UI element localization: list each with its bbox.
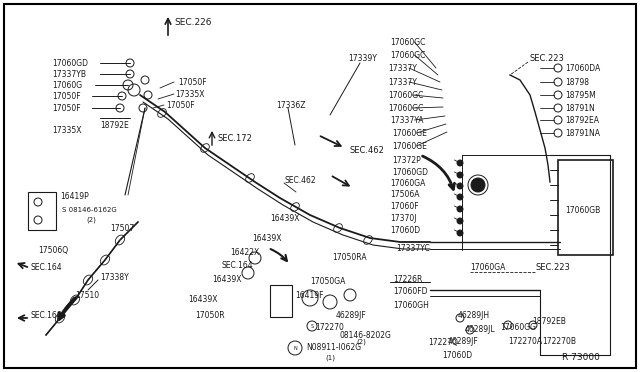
Text: 18795M: 18795M <box>565 90 596 99</box>
Text: 17335X: 17335X <box>52 125 81 135</box>
Text: SEC.164: SEC.164 <box>30 311 61 320</box>
Text: 17506Q: 17506Q <box>38 246 68 254</box>
Text: 17060FD: 17060FD <box>393 288 428 296</box>
Circle shape <box>471 178 485 192</box>
Text: 16422X: 16422X <box>230 247 259 257</box>
Text: 17050GA: 17050GA <box>310 278 346 286</box>
Text: 17060GA: 17060GA <box>470 263 506 273</box>
Bar <box>28 192 56 230</box>
Text: 18798: 18798 <box>565 77 589 87</box>
Text: 16439X: 16439X <box>252 234 282 243</box>
Text: N08911-I062G: N08911-I062G <box>306 343 361 353</box>
Text: 17060GG: 17060GG <box>500 324 536 333</box>
Text: 17050F: 17050F <box>178 77 207 87</box>
Text: 17050RA: 17050RA <box>332 253 367 263</box>
Text: 17338Y: 17338Y <box>100 273 129 282</box>
Text: 17060GE: 17060GE <box>392 128 427 138</box>
Text: 17060GD: 17060GD <box>52 58 88 67</box>
Text: SEC.462: SEC.462 <box>350 145 385 154</box>
Text: 16439X: 16439X <box>212 276 241 285</box>
Text: 17060GD: 17060GD <box>392 167 428 176</box>
Circle shape <box>457 194 463 200</box>
Text: N: N <box>293 346 297 350</box>
Text: 17227Q: 17227Q <box>428 337 458 346</box>
Text: 17060GC: 17060GC <box>388 103 424 112</box>
Text: 17060GB: 17060GB <box>565 205 600 215</box>
Text: 17337YA: 17337YA <box>390 115 424 125</box>
Text: 17060GC: 17060GC <box>388 90 424 99</box>
Text: SEC.164: SEC.164 <box>222 260 253 269</box>
Text: 17337Y: 17337Y <box>388 77 417 87</box>
Text: 17370J: 17370J <box>390 214 417 222</box>
Text: 17050F: 17050F <box>166 100 195 109</box>
Text: (1): (1) <box>325 355 335 361</box>
Text: 16419P: 16419P <box>60 192 89 201</box>
Text: 18792EA: 18792EA <box>565 115 599 125</box>
Text: 17060GH: 17060GH <box>393 301 429 310</box>
Circle shape <box>457 172 463 178</box>
Circle shape <box>457 160 463 166</box>
Text: 46289JF: 46289JF <box>336 311 367 320</box>
Circle shape <box>457 206 463 212</box>
Text: R 73000: R 73000 <box>562 353 600 362</box>
Text: (2): (2) <box>86 217 96 223</box>
Text: 46289JL: 46289JL <box>465 326 495 334</box>
Text: SEC.462: SEC.462 <box>285 176 317 185</box>
Text: 18792E: 18792E <box>100 121 129 129</box>
Text: 17060GC: 17060GC <box>390 51 426 60</box>
Text: 17335X: 17335X <box>175 90 205 99</box>
Text: 16419F: 16419F <box>295 292 323 301</box>
Text: 17506A: 17506A <box>390 189 419 199</box>
Text: 16439X: 16439X <box>270 214 300 222</box>
Text: 172270B: 172270B <box>542 337 576 346</box>
Text: SEC.223: SEC.223 <box>530 54 565 62</box>
Text: 17050R: 17050R <box>195 311 225 321</box>
Circle shape <box>457 230 463 236</box>
Text: 17372P: 17372P <box>392 155 420 164</box>
Text: S: S <box>310 324 314 328</box>
Text: 17339Y: 17339Y <box>348 54 377 62</box>
Circle shape <box>457 218 463 224</box>
Text: 17060GE: 17060GE <box>392 141 427 151</box>
Text: 18791NA: 18791NA <box>565 128 600 138</box>
Text: 17060F: 17060F <box>390 202 419 211</box>
Text: 17337YB: 17337YB <box>52 70 86 78</box>
Text: 17510: 17510 <box>75 291 99 299</box>
Text: 172270: 172270 <box>315 324 344 333</box>
Text: 17337YC: 17337YC <box>396 244 429 253</box>
Text: 17336Z: 17336Z <box>276 100 305 109</box>
Text: 17337Y: 17337Y <box>388 64 417 73</box>
Text: (2): (2) <box>356 339 366 345</box>
Circle shape <box>457 183 463 189</box>
Text: 17060GC: 17060GC <box>390 38 426 46</box>
Text: 17050F: 17050F <box>52 92 81 100</box>
Text: 18791N: 18791N <box>565 103 595 112</box>
Text: 17060G: 17060G <box>52 80 82 90</box>
Text: 08146-8202G: 08146-8202G <box>340 330 392 340</box>
Bar <box>558 160 613 255</box>
Text: 46289JH: 46289JH <box>458 311 490 320</box>
Text: 18792EB: 18792EB <box>532 317 566 327</box>
Text: SEC.226: SEC.226 <box>174 17 211 26</box>
Text: 17060GA: 17060GA <box>390 179 426 187</box>
Text: 46289JF: 46289JF <box>448 337 479 346</box>
Text: SEC.164: SEC.164 <box>30 263 61 273</box>
Text: 17050F: 17050F <box>52 103 81 112</box>
Bar <box>270 285 292 317</box>
Text: 17507: 17507 <box>110 224 134 232</box>
Text: 172270A: 172270A <box>508 337 542 346</box>
Text: 17060D: 17060D <box>390 225 420 234</box>
Text: 17226R: 17226R <box>393 276 422 285</box>
Text: 16439X: 16439X <box>188 295 218 305</box>
Text: 17060DA: 17060DA <box>565 64 600 73</box>
Text: SEC.172: SEC.172 <box>218 134 253 142</box>
Text: SEC.223: SEC.223 <box>536 263 571 273</box>
Text: S 08146-6162G: S 08146-6162G <box>62 207 116 213</box>
Text: 17060D: 17060D <box>442 350 472 359</box>
